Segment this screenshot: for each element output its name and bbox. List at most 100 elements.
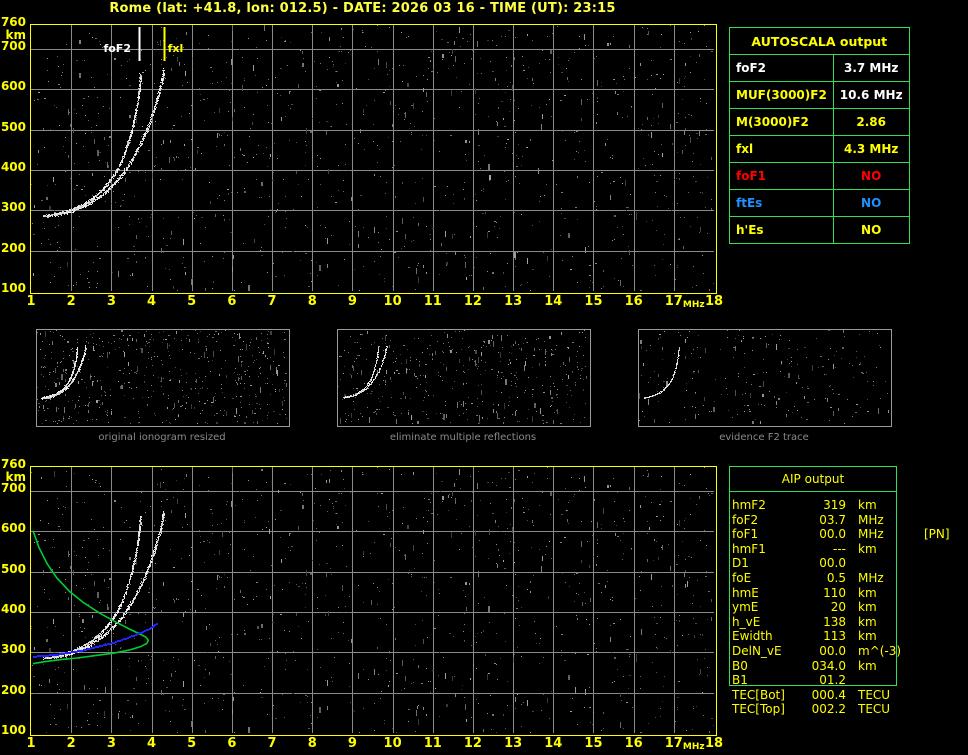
aip-parameter-unit: km <box>858 629 877 644</box>
y-tick-label: 700 <box>0 39 26 54</box>
y-tick-label: 760 <box>0 15 26 29</box>
aip-parameter-value: 000.4 <box>811 687 846 702</box>
aip-parameter-unit: m^(-3) <box>858 643 902 658</box>
y-tick-label: 700 <box>0 481 26 496</box>
autoscala-row: foF1 NO <box>729 162 910 190</box>
x-tick-label: 8 <box>307 294 317 309</box>
aip-row: DelN_vE 00.0 m^(-3) <box>732 644 937 659</box>
aip-parameter-name: foF1 <box>732 527 759 542</box>
thumbnail-caption-0: original ionogram resized <box>98 432 226 443</box>
y-tick-label: 300 <box>0 200 26 215</box>
autoscala-parameter-value: NO <box>832 162 910 190</box>
x-tick-label: 18 <box>704 294 724 309</box>
aip-parameter-name: hmF2 <box>732 498 766 512</box>
x-tick-label: 7 <box>267 736 277 751</box>
thumbnail-original-ionogram[interactable] <box>36 329 290 427</box>
aip-row: h_vE 138 km <box>732 615 937 630</box>
y-axis-unit: km <box>5 470 26 484</box>
main-ionogram-chart[interactable]: foF2 fxl <box>30 24 717 294</box>
aip-parameter-unit: MHz <box>858 527 884 542</box>
x-tick-label: 8 <box>307 736 317 751</box>
thumbnail-plot-2 <box>639 330 889 424</box>
aip-output-header: AIP output <box>730 467 896 492</box>
x-tick-label: 16 <box>624 294 643 309</box>
aip-row: B1 01.2 <box>732 673 937 688</box>
aip-row: D1 00.0 <box>732 556 937 571</box>
y-tick-label: 400 <box>0 602 26 617</box>
aip-parameter-value: 00.0 <box>819 556 846 571</box>
main-ionogram-plot <box>31 25 714 291</box>
x-tick-label: 3 <box>106 736 116 751</box>
aip-parameter-value: 110 <box>823 585 846 600</box>
x-tick-label: 11 <box>423 294 442 309</box>
aip-parameter-name: foE <box>732 570 752 585</box>
aip-parameter-value: --- <box>833 541 846 556</box>
aip-parameter-name: h_vE <box>732 614 761 629</box>
aip-row: TEC[Bot] 000.4 TECU <box>732 688 937 703</box>
aip-parameter-value: 03.7 <box>819 512 846 527</box>
thumbnail-caption-2: evidence F2 trace <box>719 432 809 443</box>
autoscala-parameter-name: fxl <box>729 135 834 163</box>
x-tick-label: 18 <box>704 736 724 751</box>
autoscala-header-row: AUTOSCALA output <box>729 27 910 55</box>
aip-row: ymE 20 km <box>732 600 937 615</box>
x-tick-label: 1 <box>26 294 36 309</box>
y-tick-label: 600 <box>0 79 26 94</box>
bottom-chart-x-axis: 1 2 3 4 5 6 7 8 9 10 11 12 13 14 15 16 17 18 MHz <box>26 736 723 754</box>
y-tick-label: 500 <box>0 119 26 134</box>
autoscala-parameter-name: foF2 <box>729 54 834 82</box>
aip-parameter-value: 002.2 <box>811 702 846 717</box>
x-tick-label: 5 <box>187 736 197 751</box>
autoscala-parameter-value: 2.86 <box>832 108 910 136</box>
x-tick-label: 9 <box>347 736 357 751</box>
aip-parameter-value: 00.0 <box>819 527 846 542</box>
x-tick-label: 13 <box>504 736 523 751</box>
autoscala-parameter-value: NO <box>832 216 910 244</box>
thumbnail-caption-1: eliminate multiple reflections <box>389 432 537 443</box>
profile-ionogram-plot <box>31 467 714 733</box>
profile-ionogram-chart[interactable] <box>30 466 717 736</box>
aip-output-panel: AIP output <box>729 466 897 686</box>
x-tick-label: 2 <box>66 736 76 751</box>
x-tick-label: 3 <box>106 294 116 309</box>
aip-parameter-unit: MHz <box>858 512 884 527</box>
y-tick-label: 200 <box>0 682 26 697</box>
aip-row: hmF1 --- km <box>732 542 937 557</box>
autoscala-parameter-name: M(3000)F2 <box>729 108 834 136</box>
autoscala-header: AUTOSCALA output <box>729 27 910 55</box>
aip-row: TEC[Top] 002.2 TECU <box>732 702 937 717</box>
autoscala-parameter-name: foF1 <box>729 162 834 190</box>
x-tick-label: 17 <box>664 294 683 309</box>
thumbnail-evidence-f2-trace[interactable] <box>638 329 892 427</box>
aip-parameter-name: Ewidth <box>732 629 773 644</box>
autoscala-row: fxl 4.3 MHz <box>729 135 910 163</box>
thumbnail-plot-0 <box>37 330 287 424</box>
autoscala-row: M(3000)F2 2.86 <box>729 108 910 136</box>
autoscala-row: ftEs NO <box>729 189 910 217</box>
y-tick-label: 300 <box>0 642 26 657</box>
aip-row: foE 0.5 MHz <box>732 571 937 586</box>
x-tick-label: 7 <box>267 294 277 309</box>
aip-parameter-unit: km <box>858 541 877 556</box>
aip-parameter-name: B1 <box>732 673 748 688</box>
aip-row: Ewidth 113 km <box>732 629 937 644</box>
x-tick-label: 1 <box>26 736 36 751</box>
autoscala-row: foF2 3.7 MHz <box>729 54 910 82</box>
thumbnail-eliminate-multiple-reflections[interactable] <box>337 329 591 427</box>
aip-parameter-value: 113 <box>823 629 846 644</box>
x-tick-label: 17 <box>664 736 683 751</box>
x-tick-label: 6 <box>227 294 237 309</box>
aip-parameter-name: DelN_vE <box>732 643 782 658</box>
aip-parameter-name: ymE <box>732 600 759 615</box>
x-tick-label: 6 <box>227 736 237 751</box>
autoscala-parameter-value: NO <box>832 189 910 217</box>
x-tick-label: 14 <box>544 736 563 751</box>
autoscala-parameter-value: 4.3 MHz <box>832 135 910 163</box>
x-tick-label: 2 <box>66 294 76 309</box>
x-axis-unit: MHz <box>682 300 705 310</box>
aip-output-rows: hmF2 319 km foF2 03.7 MHz foF1 00.0 MHz [PN] hmF1 -… <box>732 498 950 717</box>
aip-parameter-value: 01.2 <box>819 673 846 688</box>
aip-parameter-value: 034.0 <box>811 658 846 673</box>
aip-parameter-value: 00.0 <box>819 643 846 658</box>
aip-parameter-unit: km <box>858 614 877 629</box>
